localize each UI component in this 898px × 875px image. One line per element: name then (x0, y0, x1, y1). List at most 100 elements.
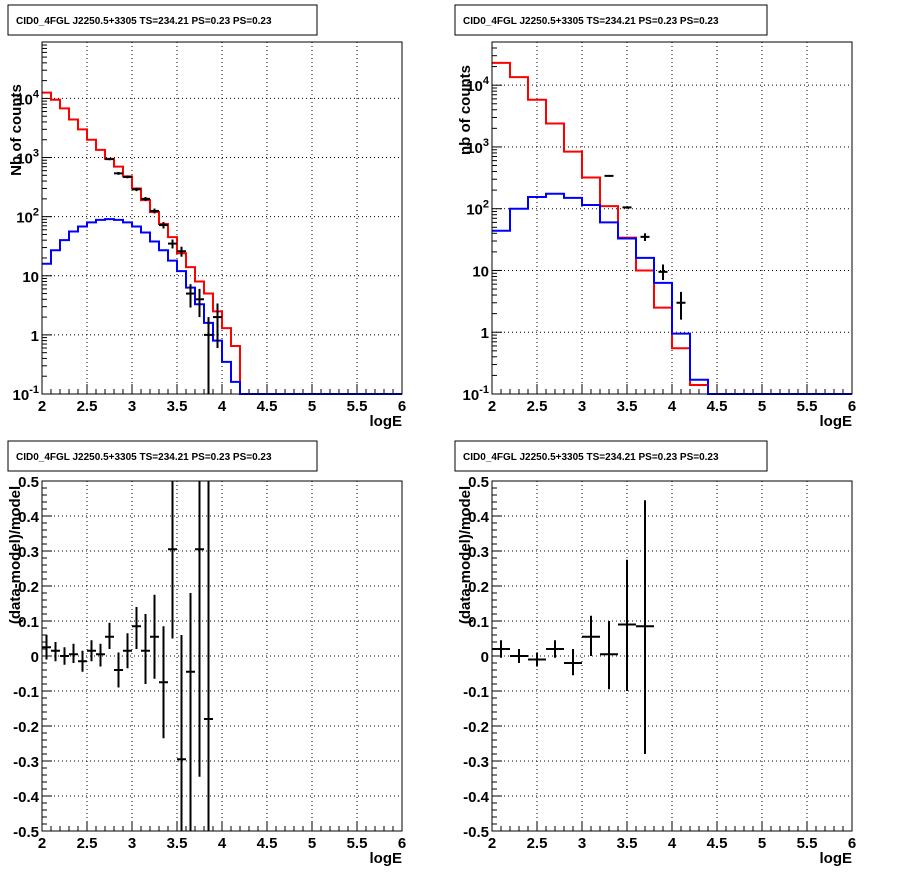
x-tick-label: 6 (848, 398, 856, 415)
chart-panel-2: CID0_4FGL J2250.5+3305 TS=234.21 PS=0.23… (454, 4, 856, 430)
data-point (622, 206, 632, 209)
title-box (454, 440, 768, 472)
title-box (7, 4, 318, 36)
x-tick-label: 2 (488, 398, 496, 415)
y-tick-label: 0.2 (18, 579, 39, 596)
y-tick-label: 0.2 (468, 579, 489, 596)
y-tick-label: 104 (466, 75, 490, 95)
data-point (42, 635, 51, 660)
y-tick-label: -0.5 (463, 824, 489, 841)
x-tick-label: 4.5 (257, 398, 278, 415)
x-tick-label: 5.5 (797, 835, 818, 852)
y-tick-label: 10 (472, 263, 489, 280)
x-tick-label: 3 (128, 835, 136, 852)
data-point (604, 174, 614, 177)
data-point (177, 635, 186, 831)
data-point (141, 196, 150, 201)
y-axis-label: (data-model)/model (7, 486, 24, 624)
data-point (676, 291, 686, 320)
y-tick-label: -0.2 (13, 719, 39, 736)
x-tick-label: 6 (848, 835, 856, 852)
y-tick-label: -0.1 (13, 684, 39, 701)
data-point (141, 614, 150, 684)
x-tick-label: 4.5 (257, 835, 278, 852)
y-tick-label: 0.4 (468, 509, 490, 526)
x-tick-label: 5.5 (797, 398, 818, 415)
data-point (159, 626, 168, 739)
y-tick-label: -0.4 (13, 789, 40, 806)
x-tick-label: 2 (488, 835, 496, 852)
x-tick-label: 2 (38, 835, 46, 852)
data-point (87, 640, 96, 662)
x-tick-label: 4 (668, 398, 677, 415)
data-point (582, 615, 600, 656)
y-tick-label: 103 (466, 137, 489, 157)
y-tick-label: 104 (16, 88, 40, 108)
data-point (150, 208, 159, 214)
y-tick-label: 10-1 (13, 384, 39, 404)
x-tick-label: 3.5 (617, 398, 638, 415)
data-point (546, 640, 564, 658)
plot-frame (41, 41, 403, 395)
x-tick-label: 3 (578, 835, 586, 852)
y-tick-label: -0.3 (463, 754, 489, 771)
chart-panel-4: CID0_4FGL J2250.5+3305 TS=234.21 PS=0.23… (454, 440, 856, 867)
data-point (105, 158, 114, 161)
model-total-line (492, 61, 852, 395)
x-tick-label: 5 (308, 835, 316, 852)
y-tick-label: 0.1 (468, 614, 489, 631)
plot-frame (491, 41, 853, 395)
x-tick-label: 5 (758, 835, 766, 852)
data-point (204, 317, 213, 394)
chart-title: CID0_4FGL J2250.5+3305 TS=234.21 PS=0.23… (463, 16, 719, 27)
x-tick-label: 3.5 (167, 398, 188, 415)
y-tick-label: -0.3 (13, 754, 39, 771)
data-point (114, 652, 123, 688)
plot-frame (41, 480, 403, 832)
chart-panel-1: CID0_4FGL J2250.5+3305 TS=234.21 PS=0.23… (7, 4, 406, 430)
y-tick-label: -0.1 (463, 684, 489, 701)
data-point (195, 481, 204, 777)
x-tick-label: 4.5 (707, 398, 728, 415)
x-tick-label: 3 (578, 398, 586, 415)
data-point (564, 649, 582, 676)
data-point (132, 607, 141, 649)
x-tick-label: 5.5 (347, 398, 368, 415)
data-point (186, 593, 195, 831)
y-tick-label: 102 (466, 199, 489, 219)
x-tick-label: 4 (668, 835, 677, 852)
data-point (168, 481, 177, 639)
data-point (186, 284, 195, 308)
data-point (658, 264, 668, 281)
x-tick-label: 5 (308, 398, 316, 415)
data-point (150, 594, 159, 679)
data-point (132, 187, 141, 192)
x-tick-label: 6 (398, 835, 406, 852)
x-axis-label: logE (370, 413, 403, 430)
plot-frame (491, 480, 853, 832)
x-tick-label: 6 (398, 398, 406, 415)
x-tick-label: 2.5 (77, 398, 98, 415)
y-tick-label: -0.5 (13, 824, 39, 841)
chart-panel-3: CID0_4FGL J2250.5+3305 TS=234.21 PS=0.23… (7, 440, 406, 867)
data-point (123, 633, 132, 669)
data-point (213, 303, 222, 348)
y-tick-label: 0.1 (18, 614, 39, 631)
y-tick-label: 0.4 (18, 509, 40, 526)
y-tick-label: 10 (22, 269, 39, 286)
y-tick-label: 0.3 (468, 544, 489, 561)
data-point (177, 246, 186, 257)
x-tick-label: 5 (758, 398, 766, 415)
chart-title: CID0_4FGL J2250.5+3305 TS=234.21 PS=0.23… (463, 452, 719, 463)
data-point (600, 621, 618, 690)
y-tick-label: 0 (481, 649, 489, 666)
x-tick-label: 5.5 (347, 835, 368, 852)
data-point (60, 647, 69, 665)
data-point (618, 559, 636, 691)
y-tick-label: 103 (16, 148, 39, 168)
data-point (78, 650, 87, 672)
y-axis-label: nb of counts (457, 65, 474, 155)
x-tick-label: 4.5 (707, 835, 728, 852)
x-axis-label: logE (820, 413, 853, 430)
x-tick-label: 2 (38, 398, 46, 415)
